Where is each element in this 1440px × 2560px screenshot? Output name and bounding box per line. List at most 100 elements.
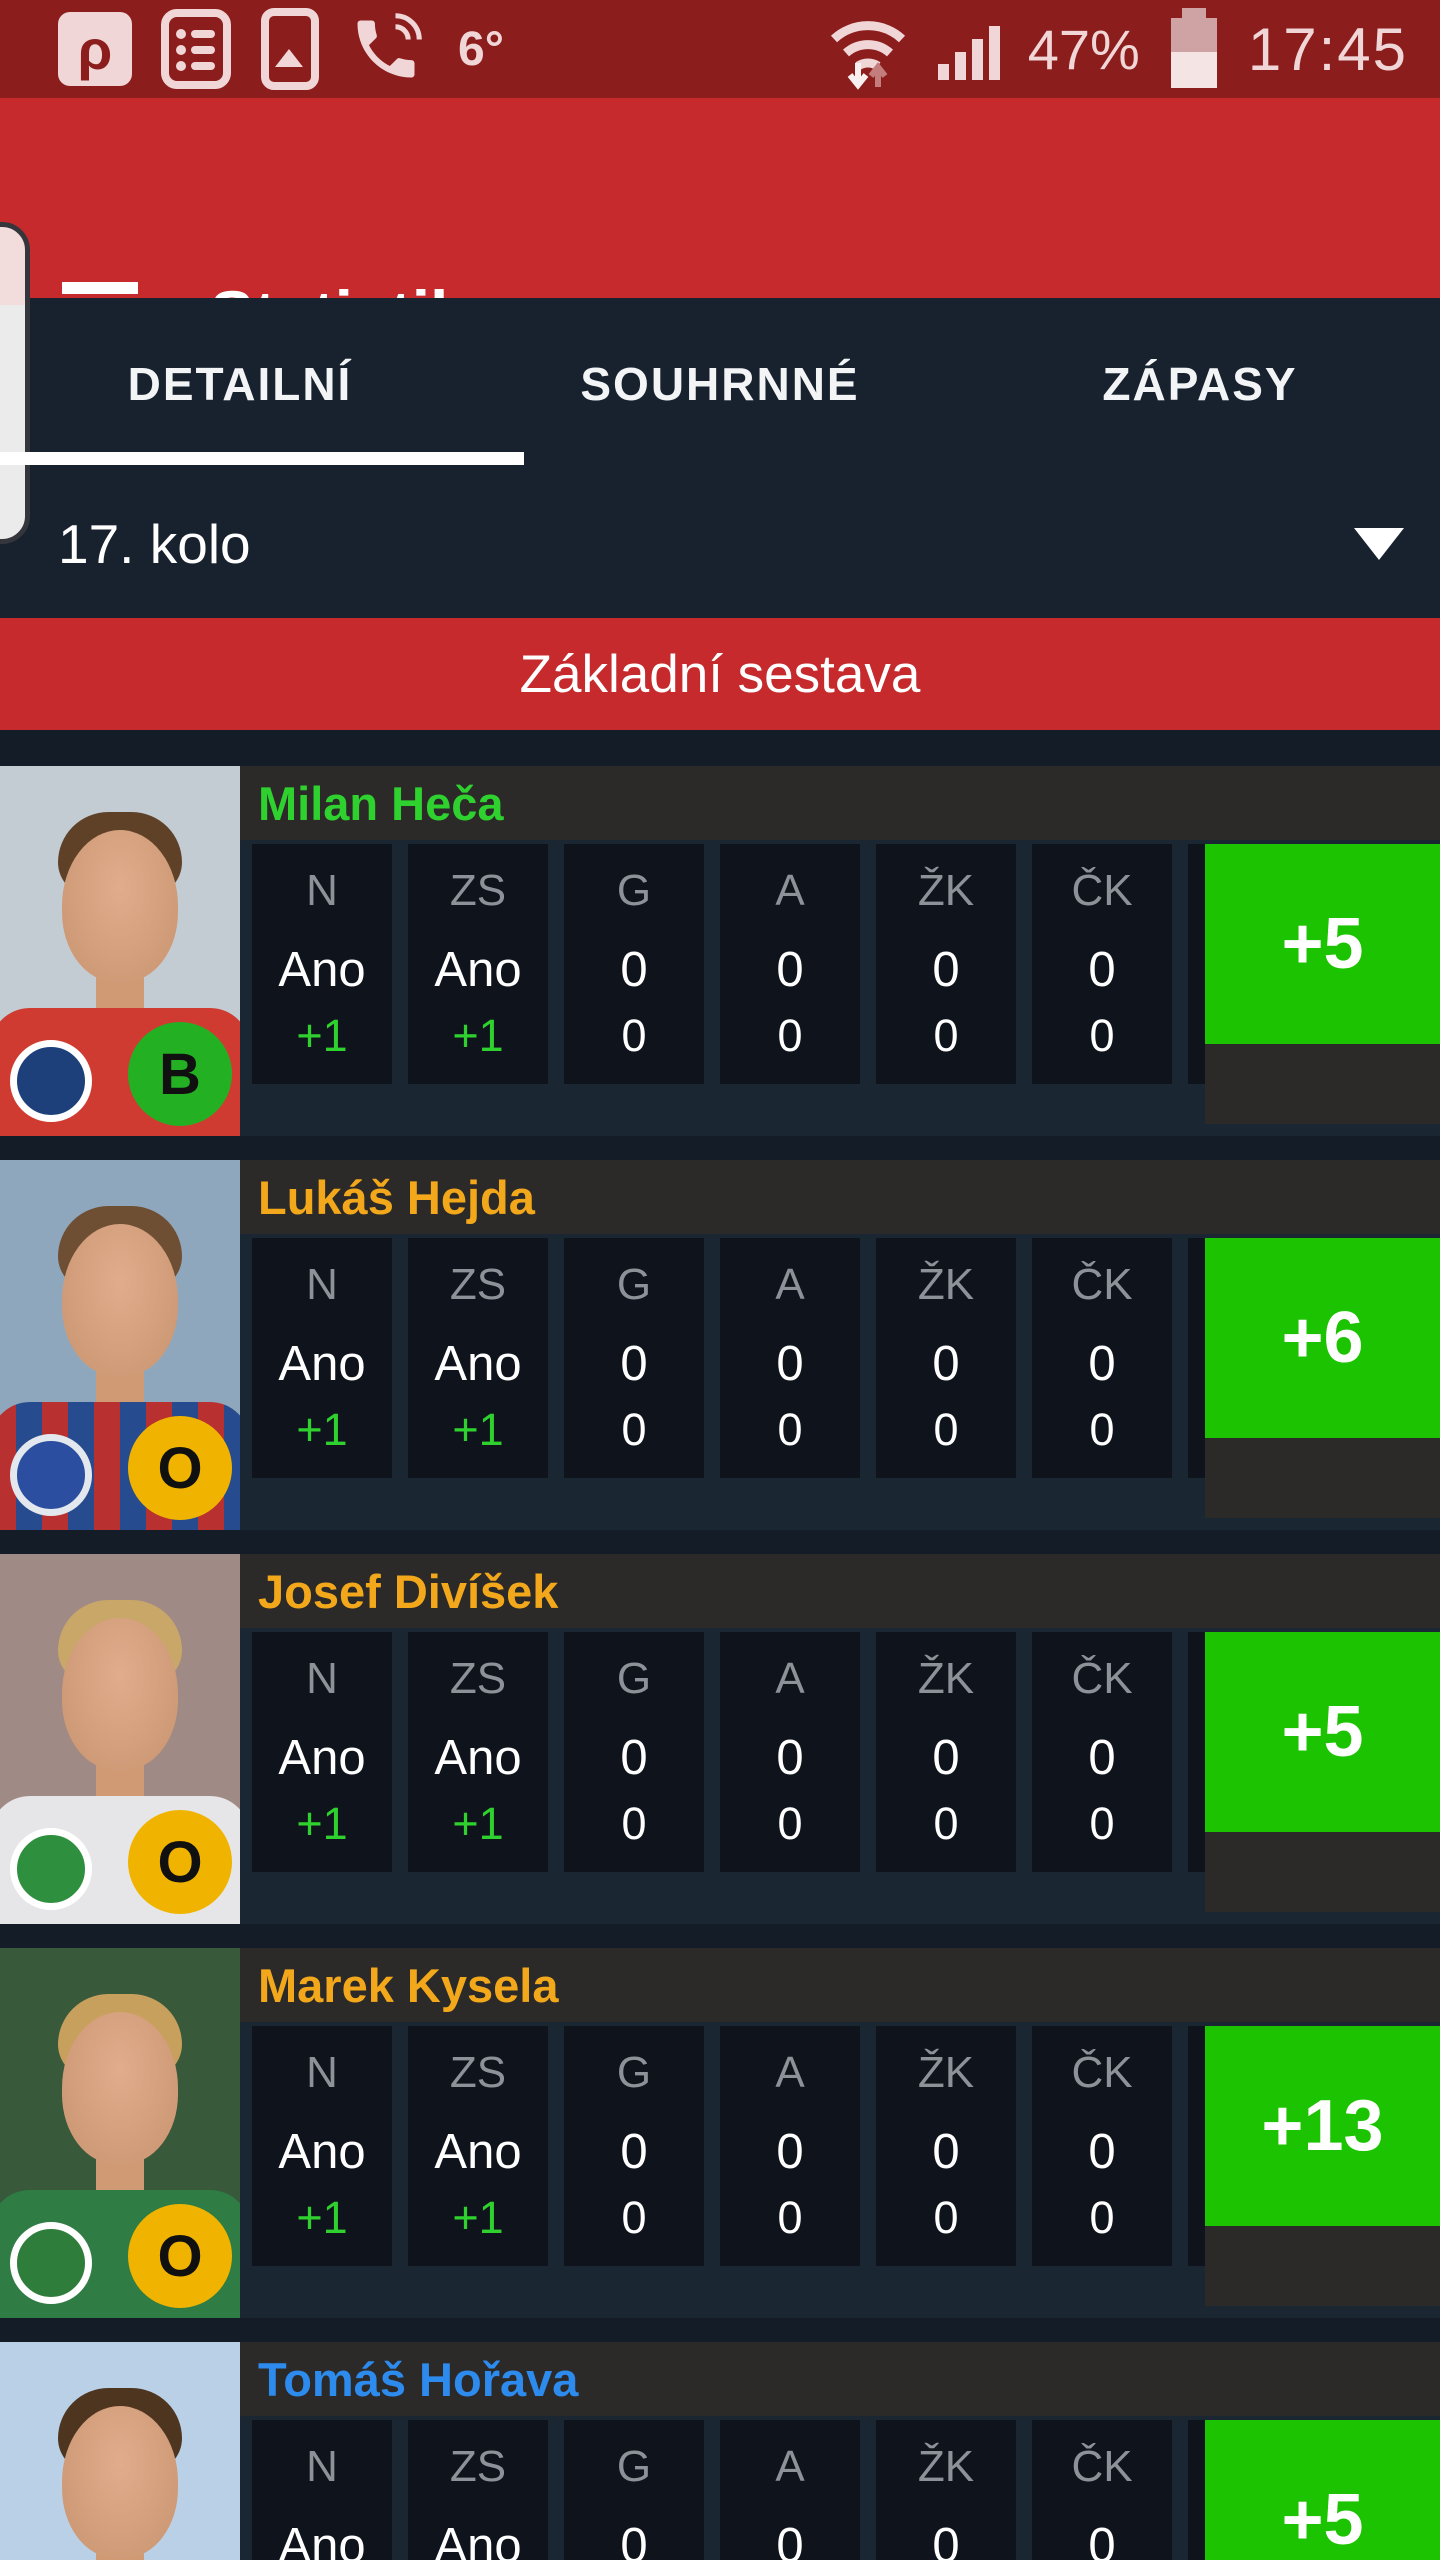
stat-column: ZS Ano +1 <box>408 844 548 1084</box>
stat-column: N Ano <box>252 2420 392 2560</box>
stat-value: 0 <box>932 943 960 997</box>
player-card[interactable]: O Lukáš Hejda N Ano +1 ZS Ano +1 G 0 0 A 0 0 ŽK 0 0 ČK 0… <box>0 1160 1440 1530</box>
stat-delta: 0 <box>933 1798 959 1849</box>
player-face <box>62 2406 178 2558</box>
stat-column-header: ČK <box>1071 2442 1133 2491</box>
player-photo: O <box>0 1160 240 1530</box>
stat-value: 0 <box>1088 1731 1116 1785</box>
stat-column: ŽK 0 0 <box>876 2026 1016 2266</box>
stat-value: 0 <box>620 943 648 997</box>
wifi-icon <box>830 21 905 90</box>
stat-column: N Ano +1 <box>252 844 392 1084</box>
stat-value: Ano <box>278 2519 366 2560</box>
stat-value: Ano <box>434 2519 522 2560</box>
status-left-icons: ρ 6° <box>0 7 504 91</box>
stat-delta: 0 <box>621 1404 647 1455</box>
drawer-edge-handle[interactable] <box>0 222 30 544</box>
stat-column-header: ŽK <box>917 1654 975 1703</box>
tab-souhrnne[interactable]: SOUHRNNÉ <box>580 358 860 410</box>
stat-delta: +1 <box>452 1010 504 1061</box>
stat-column-header: ČK <box>1071 1260 1133 1309</box>
stat-value: 0 <box>1088 2519 1116 2560</box>
stat-value: 0 <box>776 1337 804 1391</box>
stat-value: 0 <box>932 2519 960 2560</box>
stat-column-header: G <box>616 2048 652 2097</box>
stat-column-header: A <box>775 2442 805 2491</box>
stat-column-header: ŽK <box>917 2442 975 2491</box>
player-card[interactable]: O Josef Divíšek N Ano +1 ZS Ano +1 G 0 0 A 0 0 ŽK 0 0 Č… <box>0 1554 1440 1924</box>
stat-value: 0 <box>620 1731 648 1785</box>
section-banner: Základní sestava <box>0 618 1440 730</box>
stat-column: G 0 0 <box>564 1238 704 1478</box>
stat-value: 0 <box>776 943 804 997</box>
rating-badge-shadow <box>1205 1438 1440 1518</box>
status-bar: ρ 6° <box>0 0 1440 98</box>
stat-column: A 0 0 <box>720 1632 860 1872</box>
stat-column: A 0 0 <box>720 2026 860 2266</box>
rating-badge-shadow <box>1205 1832 1440 1912</box>
stat-column-header: ŽK <box>917 2048 975 2097</box>
player-name: Milan Heča <box>258 776 504 830</box>
player-name-bar: Tomáš Hořava <box>240 2342 1440 2416</box>
stat-value: Ano <box>278 1337 366 1391</box>
player-card[interactable]: Tomáš Hořava NAnoZSAnoG0A0ŽK0ČK0M +5 <box>0 2342 1440 2560</box>
stat-column-header: ZS <box>449 2442 507 2491</box>
stat-column-header: ZS <box>449 866 507 915</box>
clock-label: 17:45 <box>1247 15 1408 83</box>
stat-column-header: G <box>616 1260 652 1309</box>
stat-delta: 0 <box>933 1010 959 1061</box>
stat-column-header: G <box>616 1654 652 1703</box>
stat-column: ŽK 0 0 <box>876 844 1016 1084</box>
stat-delta: 0 <box>933 1404 959 1455</box>
stat-column: N Ano +1 <box>252 1632 392 1872</box>
stat-value: Ano <box>434 1731 522 1785</box>
player-face <box>62 1618 178 1770</box>
battery-percent-label: 47% <box>1027 17 1140 81</box>
stat-delta: 0 <box>621 1798 647 1849</box>
stat-value: 0 <box>776 2125 804 2179</box>
player-name-bar: Lukáš Hejda <box>240 1160 1440 1234</box>
stat-column: ZS Ano <box>408 2420 548 2560</box>
stat-column: ČK 0 0 <box>1032 1238 1172 1478</box>
stat-value: 0 <box>932 2125 960 2179</box>
round-selector[interactable]: 17. kolo <box>0 470 1440 618</box>
stat-column-header: ZS <box>449 2048 507 2097</box>
stat-column-header: N <box>306 2048 338 2097</box>
stat-column: ŽK 0 0 <box>876 1632 1016 1872</box>
stat-column: ZS Ano +1 <box>408 1632 548 1872</box>
stat-column: ČK 0 <box>1032 2420 1172 2560</box>
list-notification-icon <box>161 9 231 89</box>
stat-column-header: N <box>306 1654 338 1703</box>
stat-delta: +1 <box>452 2192 504 2243</box>
player-card[interactable]: O Marek Kysela N Ano +1 ZS Ano +1 G 0 0 A 0 0 ŽK 0 0 ČK… <box>0 1948 1440 2318</box>
player-card[interactable]: B Milan Heča N Ano +1 ZS Ano +1 G 0 0 A 0 0 ŽK 0 0 ČK 0 0… <box>0 766 1440 1136</box>
stat-column-header: ČK <box>1071 1654 1133 1703</box>
stat-delta: 0 <box>777 2192 803 2243</box>
stat-column: A 0 0 <box>720 844 860 1084</box>
stat-value: Ano <box>434 2125 522 2179</box>
tab-zapasy[interactable]: ZÁPASY <box>1102 358 1298 410</box>
position-badge: O <box>128 2204 232 2308</box>
stat-column-header: G <box>616 866 652 915</box>
position-badge: B <box>128 1022 232 1126</box>
stat-column: ZS Ano +1 <box>408 1238 548 1478</box>
player-face <box>62 1224 178 1376</box>
app-header: Statistiky <box>0 98 1440 351</box>
stat-column: G 0 0 <box>564 844 704 1084</box>
stat-delta: 0 <box>1089 1010 1115 1061</box>
player-name-bar: Marek Kysela <box>240 1948 1440 2022</box>
player-photo: B <box>0 766 240 1136</box>
player-name: Lukáš Hejda <box>258 1170 535 1224</box>
stat-column-header: ŽK <box>917 866 975 915</box>
rating-badge: +6 <box>1205 1238 1440 1438</box>
tab-detailni[interactable]: DETAILNÍ <box>127 358 353 410</box>
stat-column: ŽK 0 0 <box>876 1238 1016 1478</box>
rating-badge: +13 <box>1205 2026 1440 2226</box>
player-face <box>62 2012 178 2164</box>
stat-delta: 0 <box>621 2192 647 2243</box>
stat-column: N Ano +1 <box>252 2026 392 2266</box>
stat-delta: 0 <box>1089 1404 1115 1455</box>
stat-column-header: A <box>775 1260 805 1309</box>
